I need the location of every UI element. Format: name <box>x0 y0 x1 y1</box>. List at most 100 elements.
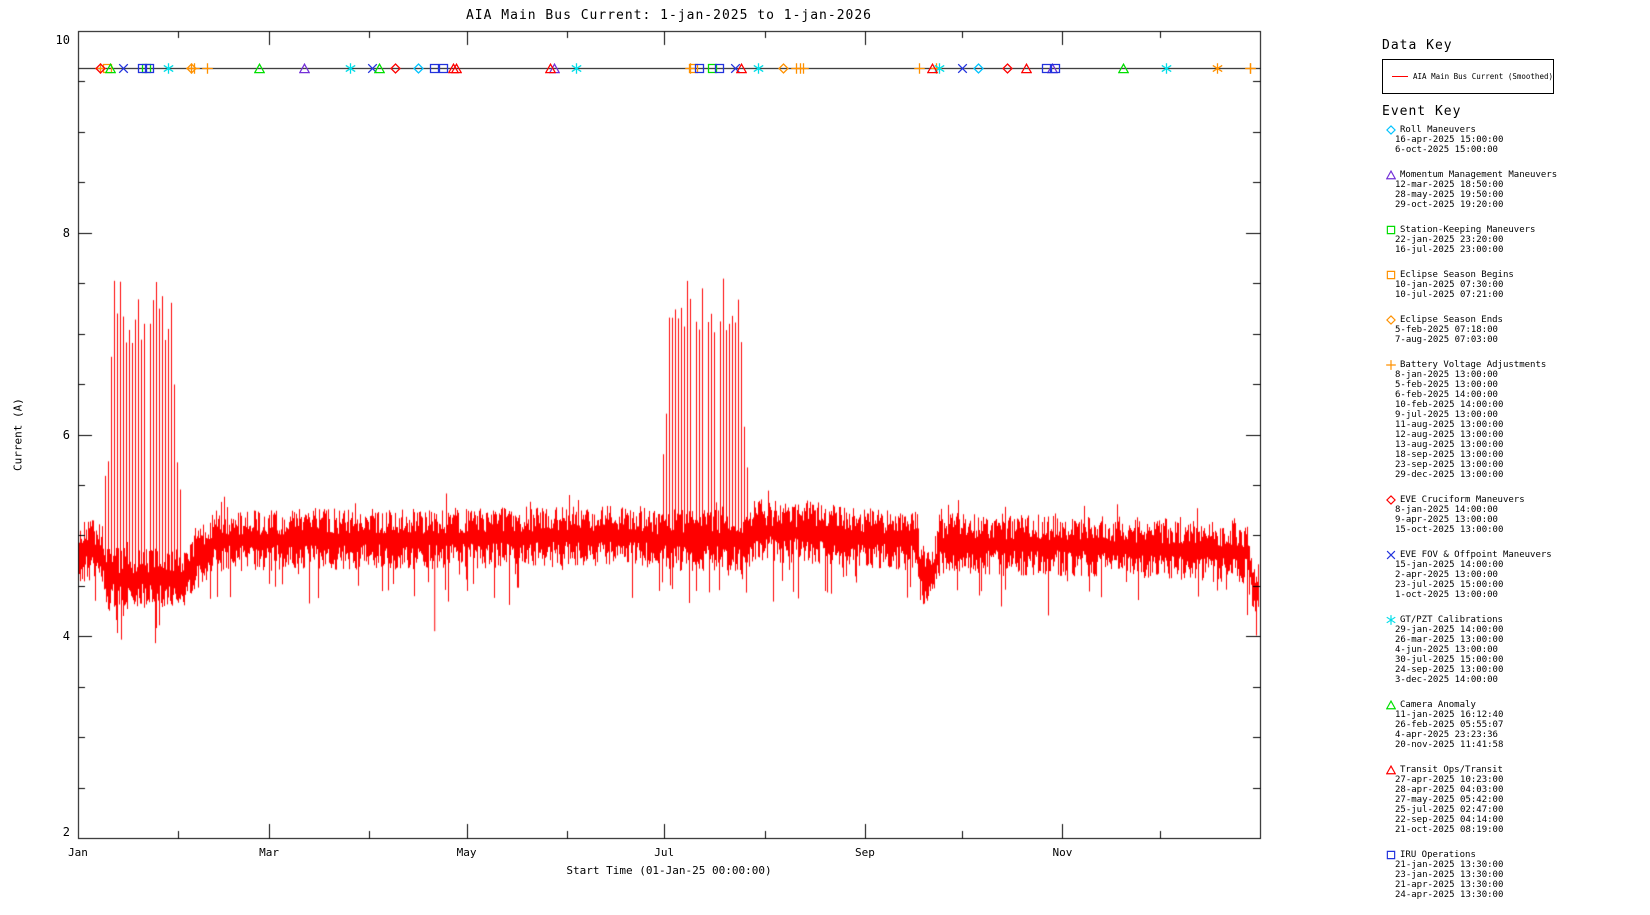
event-date: 7-aug-2025 07:03:00 <box>1395 335 1498 345</box>
x-tick-label: Jul <box>654 846 675 859</box>
event-date: 24-apr-2025 13:30:00 <box>1395 890 1504 900</box>
event-date: 21-apr-2025 13:30:00 <box>1395 880 1504 890</box>
event-date: 3-dec-2025 14:00:00 <box>1395 675 1498 685</box>
diamond-icon <box>1386 125 1396 135</box>
event-date: 10-jul-2025 07:21:00 <box>1395 290 1504 300</box>
event-key-section: Station-Keeping Maneuvers 22-jan-2025 23:… <box>1382 225 1650 255</box>
event-date: 15-jan-2025 14:00:00 <box>1395 560 1504 570</box>
y-axis-label: Current (A) <box>11 398 25 471</box>
event-name: Roll Maneuvers <box>1400 125 1476 135</box>
y-tick-label: 2 <box>62 825 70 839</box>
y-tick-label: 6 <box>62 427 70 442</box>
event-marker-diamond <box>389 62 401 74</box>
event-name: GT/PZT Calibrations <box>1400 615 1503 625</box>
event-date: 23-sep-2025 13:00:00 <box>1395 460 1504 470</box>
event-date: 12-mar-2025 18:50:00 <box>1395 180 1504 190</box>
event-marker-triangle <box>298 62 311 74</box>
event-date: 29-oct-2025 19:20:00 <box>1395 200 1504 210</box>
event-date: 16-jul-2025 23:00:00 <box>1395 245 1504 255</box>
event-key-section: IRU Operations 21-jan-2025 13:30:00 23-jan… <box>1382 850 1650 900</box>
event-date: 4-apr-2025 23:23:36 <box>1395 730 1498 740</box>
event-date: 6-oct-2025 15:00:00 <box>1395 145 1498 155</box>
event-marker-triangle <box>451 62 463 74</box>
legend-panel: Data Key AIA Main Bus Current (Smoothed)… <box>1382 38 1650 915</box>
event-key-section: EVE FOV & Offpoint Maneuvers 15-jan-2025 … <box>1382 550 1650 600</box>
event-date: 26-mar-2025 13:00:00 <box>1395 635 1504 645</box>
event-date: 27-may-2025 05:42:00 <box>1395 795 1504 805</box>
square-icon <box>1386 270 1396 280</box>
event-date: 8-jan-2025 14:00:00 <box>1395 505 1498 515</box>
event-marker-triangle <box>253 62 266 74</box>
event-date: 9-jul-2025 13:00:00 <box>1395 410 1498 420</box>
event-date: 24-sep-2025 13:00:00 <box>1395 665 1504 675</box>
x-tick-label: Jan <box>68 846 88 859</box>
event-name: EVE Cruciform Maneuvers <box>1400 495 1525 505</box>
event-date: 16-apr-2025 15:00:00 <box>1395 135 1504 145</box>
event-marker-plus <box>95 63 106 74</box>
event-marker-plus <box>684 63 696 74</box>
event-date: 2-apr-2025 13:00:00 <box>1395 570 1498 580</box>
event-date: 23-jan-2025 13:30:00 <box>1395 870 1504 880</box>
event-date: 9-apr-2025 13:00:00 <box>1395 515 1498 525</box>
event-date: 13-aug-2025 13:00:00 <box>1395 440 1504 450</box>
x-axis-label: Start Time (01-Jan-25 00:00:00) <box>566 864 772 877</box>
event-key-section: Transit Ops/Transit 27-apr-2025 10:23:00 2… <box>1382 764 1650 835</box>
event-date: 18-sep-2025 13:00:00 <box>1395 450 1504 460</box>
event-marker-plus <box>189 63 200 74</box>
event-marker-square <box>429 63 440 74</box>
diamond-icon <box>1386 495 1396 505</box>
event-marker-square <box>1041 63 1052 74</box>
event-date: 5-feb-2025 07:18:00 <box>1395 325 1498 335</box>
event-name: Camera Anomaly <box>1400 700 1476 710</box>
event-marker-diamond <box>778 62 790 74</box>
event-marker-asterisk <box>1161 63 1172 74</box>
event-marker-x <box>118 63 129 74</box>
series-label: AIA Main Bus Current (Smoothed) <box>1413 72 1553 81</box>
event-date: 21-jan-2025 13:30:00 <box>1395 860 1504 870</box>
event-key-title: Event Key <box>1382 104 1462 119</box>
event-marker-plus <box>202 63 213 74</box>
event-name: IRU Operations <box>1400 850 1476 860</box>
x-tick-label: Mar <box>259 846 279 859</box>
event-key-section: Battery Voltage Adjustments 8-jan-2025 13… <box>1382 360 1650 480</box>
event-key-section: Camera Anomaly 11-jan-2025 16:12:40 26-feb… <box>1382 699 1650 750</box>
data-key-box: AIA Main Bus Current (Smoothed) <box>1382 59 1554 94</box>
event-date: 29-jan-2025 14:00:00 <box>1395 625 1504 635</box>
event-date: 8-jan-2025 13:00:00 <box>1395 370 1498 380</box>
event-name: Momentum Management Maneuvers <box>1400 170 1558 180</box>
event-name: Transit Ops/Transit <box>1400 765 1503 775</box>
event-name: Eclipse Season Begins <box>1400 270 1514 280</box>
event-date: 12-aug-2025 13:00:00 <box>1395 430 1504 440</box>
event-date: 22-sep-2025 04:14:00 <box>1395 815 1504 825</box>
event-key-section: Eclipse Season Begins 10-jan-2025 07:30:0… <box>1382 270 1650 300</box>
triangle-icon <box>1385 169 1397 180</box>
event-marker-triangle <box>1021 62 1033 74</box>
event-date: 10-jan-2025 07:30:00 <box>1395 280 1504 290</box>
event-key-section: Eclipse Season Ends 5-feb-2025 07:18:00 7-… <box>1382 315 1650 345</box>
plus-icon <box>1386 360 1396 370</box>
event-marker-plus <box>914 63 926 74</box>
event-date: 6-feb-2025 14:00:00 <box>1395 390 1498 400</box>
event-key-section: EVE Cruciform Maneuvers 8-jan-2025 14:00:… <box>1382 495 1650 535</box>
event-date: 5-feb-2025 13:00:00 <box>1395 380 1498 390</box>
event-date: 25-jul-2025 02:47:00 <box>1395 805 1504 815</box>
series-line-sample <box>1392 76 1409 77</box>
event-marker-asterisk <box>1212 63 1223 74</box>
event-name: Station-Keeping Maneuvers <box>1400 225 1536 235</box>
event-date: 1-oct-2025 13:00:00 <box>1395 590 1498 600</box>
square-icon <box>1386 225 1396 235</box>
event-date: 20-nov-2025 11:41:58 <box>1395 740 1504 750</box>
event-date: 30-jul-2025 15:00:00 <box>1395 655 1504 665</box>
event-marker-diamond <box>1001 62 1013 74</box>
x-icon <box>1386 550 1396 560</box>
x-tick-label: Sep <box>854 846 875 859</box>
event-date: 4-jun-2025 13:00:00 <box>1395 645 1498 655</box>
x-tick-label: Nov <box>1052 846 1073 859</box>
event-marker-asterisk <box>163 63 174 74</box>
event-marker-diamond <box>412 62 424 74</box>
event-marker-square <box>438 63 449 74</box>
event-marker-square <box>694 63 705 74</box>
event-date: 26-feb-2025 05:55:07 <box>1395 720 1504 730</box>
data-key-title: Data Key <box>1382 38 1453 53</box>
